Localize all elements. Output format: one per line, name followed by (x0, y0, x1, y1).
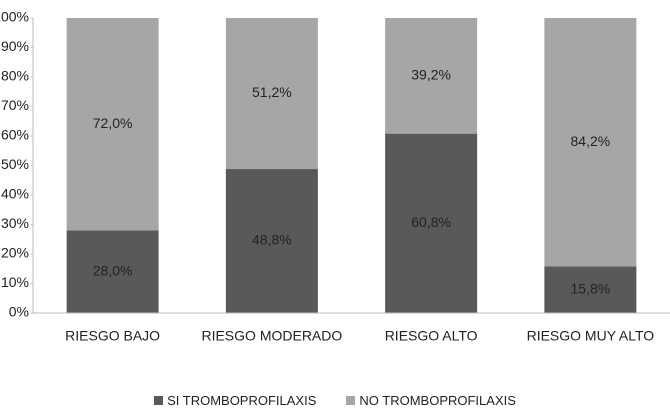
y-tick-label: 0% (9, 304, 29, 320)
bar-segment (385, 18, 478, 134)
plot: 0% 10% 20% 30% 40% 50% 60% 70% 80% 90% 100% RIESGO … (0, 9, 670, 344)
value-label: 15,8% (571, 280, 611, 296)
value-label: 84,2% (571, 133, 611, 149)
bar-segment (66, 18, 159, 231)
legend-swatch (154, 396, 164, 405)
y-tick-label: 80% (1, 68, 29, 84)
x-tick-label: RIESGO BAJO (65, 328, 160, 344)
y-tick-label: 100% (0, 9, 29, 25)
bar-segment (544, 18, 637, 267)
value-label: 51,2% (252, 84, 292, 100)
x-tick-label: RIESGO MODERADO (201, 328, 342, 344)
value-label: 72,0% (93, 115, 133, 131)
y-tick-label: 20% (1, 245, 29, 261)
legend: SI TROMBOPROFILAXIS NO TROMBOPROFILAXIS (0, 393, 670, 408)
legend-label: SI TROMBOPROFILAXIS (167, 393, 317, 408)
legend-item: NO TROMBOPROFILAXIS (346, 393, 516, 408)
y-tick-label: 60% (1, 127, 29, 143)
bar-segment (225, 169, 318, 313)
value-label: 60,8% (411, 214, 451, 230)
bar-segment (544, 266, 637, 313)
legend-label: NO TROMBOPROFILAXIS (359, 393, 516, 408)
bar-segment (66, 230, 159, 313)
legend-item: SI TROMBOPROFILAXIS (154, 393, 316, 408)
y-tick-label: 50% (1, 156, 29, 172)
y-tick-label: 40% (1, 186, 29, 202)
value-label: 28,0% (93, 262, 133, 278)
x-tick-label: RIESGO MUY ALTO (527, 328, 655, 344)
legend-swatch (346, 396, 356, 405)
bar-segment (385, 133, 478, 313)
y-tick-label: 10% (1, 274, 29, 290)
y-tick-label: 90% (1, 38, 29, 54)
value-label: 39,2% (411, 67, 451, 83)
bar-segment (225, 18, 318, 170)
y-tick-label: 70% (1, 97, 29, 113)
x-tick-label: RIESGO ALTO (385, 328, 478, 344)
y-tick-label: 30% (1, 215, 29, 231)
value-label: 48,8% (252, 232, 292, 248)
